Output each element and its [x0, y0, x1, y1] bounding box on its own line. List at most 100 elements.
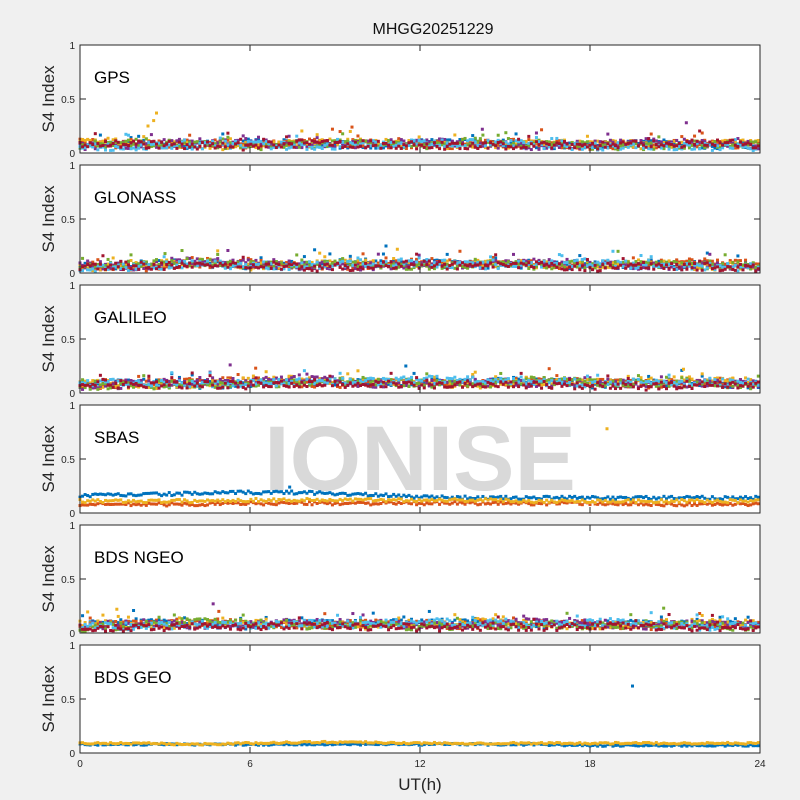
data-point [257, 376, 260, 380]
data-point [461, 138, 464, 142]
data-point [657, 381, 661, 385]
data-point [119, 141, 123, 145]
data-point [478, 263, 482, 267]
data-point [708, 259, 712, 263]
data-point [506, 142, 510, 146]
data-point [336, 379, 340, 383]
data-point [190, 147, 194, 151]
data-point [218, 377, 222, 381]
data-point [685, 265, 689, 269]
data-point [588, 263, 592, 267]
data-point [351, 138, 355, 142]
data-point [557, 142, 561, 146]
data-point [366, 261, 370, 265]
data-point [274, 146, 278, 150]
data-point [374, 385, 378, 389]
data-point [98, 260, 102, 264]
data-point [450, 262, 454, 266]
data-point [527, 266, 531, 270]
data-point [106, 136, 110, 140]
data-point [733, 138, 737, 142]
data-point [98, 133, 102, 137]
data-point [407, 139, 411, 143]
data-point [430, 379, 434, 383]
data-point [139, 143, 143, 147]
y-tick-label: 0 [69, 269, 75, 280]
data-point [583, 376, 587, 380]
data-point [144, 146, 148, 150]
data-point [147, 266, 151, 270]
data-point [639, 147, 643, 151]
data-point [685, 385, 689, 389]
data-point [471, 145, 475, 149]
data-point [211, 263, 215, 267]
data-point [287, 262, 291, 266]
data-point [738, 262, 742, 266]
data-point [583, 266, 587, 270]
data-point [353, 144, 357, 148]
data-point [578, 260, 582, 264]
data-point [139, 264, 143, 268]
data-point [302, 265, 306, 269]
data-point [91, 269, 95, 273]
data-point [504, 140, 508, 144]
data-point [379, 379, 383, 383]
data-point [81, 145, 85, 149]
data-point [708, 379, 712, 383]
data-point [705, 259, 709, 263]
data-point [634, 142, 638, 146]
data-point [519, 146, 523, 150]
data-point [381, 252, 385, 256]
data-point [534, 131, 538, 135]
data-point [287, 380, 291, 384]
data-point [287, 141, 291, 145]
data-point [277, 140, 281, 144]
data-point [524, 263, 528, 267]
data-point [226, 249, 230, 253]
data-point [746, 264, 750, 268]
data-point [114, 137, 118, 141]
data-point [726, 142, 730, 146]
data-point [369, 144, 373, 148]
data-point [756, 267, 760, 271]
data-point [705, 266, 709, 270]
data-point [177, 137, 181, 141]
data-point [394, 261, 398, 265]
data-point [310, 375, 314, 379]
data-point [496, 143, 500, 147]
data-point [269, 143, 273, 147]
data-point [687, 143, 691, 147]
data-point [534, 384, 538, 388]
data-point [445, 267, 449, 271]
data-point [325, 262, 329, 266]
data-point [96, 148, 100, 152]
data-point [116, 145, 120, 149]
data-point [198, 378, 202, 382]
data-point [160, 381, 164, 385]
data-point [680, 145, 684, 149]
data-point [98, 142, 102, 146]
data-point [183, 264, 187, 268]
data-point [583, 141, 587, 145]
data-point [170, 141, 174, 145]
data-point [251, 374, 255, 378]
data-point [746, 380, 750, 384]
data-point [272, 264, 276, 268]
data-point [246, 262, 250, 266]
data-point [244, 263, 248, 267]
data-point [302, 260, 306, 264]
data-point [287, 146, 291, 150]
data-point [302, 138, 306, 142]
data-point [126, 378, 130, 382]
data-point [129, 144, 133, 148]
data-point [109, 386, 113, 390]
data-point [399, 264, 403, 268]
data-point [626, 374, 630, 378]
data-point [425, 381, 429, 385]
data-point [703, 268, 707, 272]
data-point [325, 145, 329, 149]
data-point [119, 145, 123, 149]
data-point [703, 140, 707, 144]
data-point [461, 261, 464, 265]
data-point [231, 145, 235, 149]
